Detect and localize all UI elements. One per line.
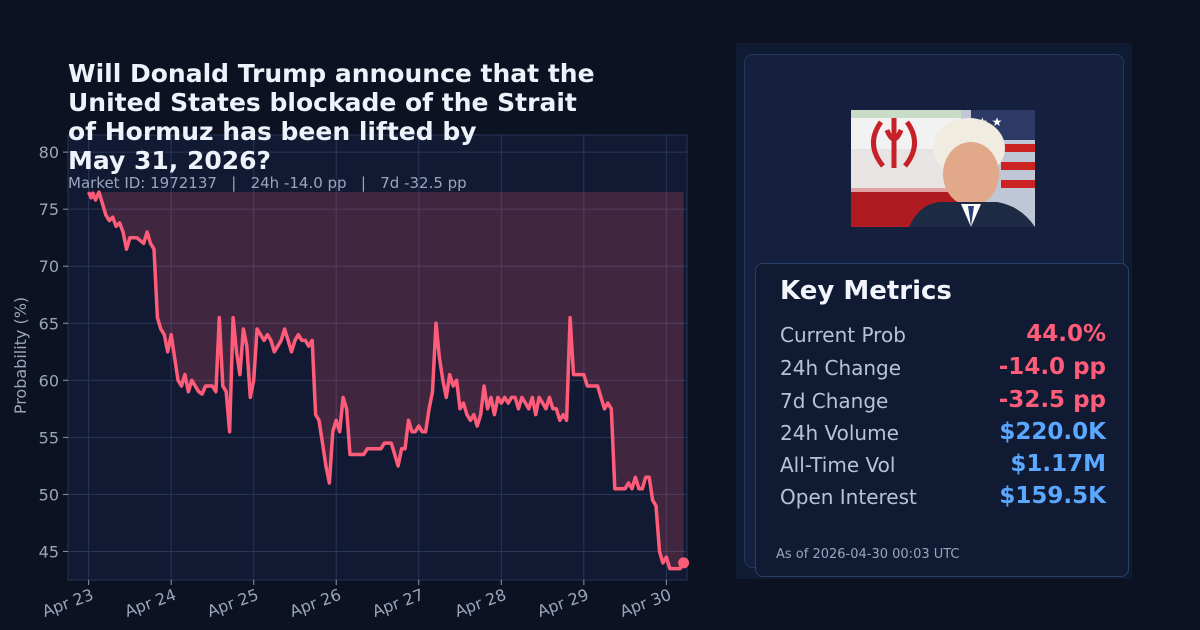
- key-metrics-card: Key Metrics Current Prob 44.0% 24h Change -…: [755, 263, 1129, 577]
- y-tick-label: 55: [39, 428, 59, 447]
- x-tick-label: Apr 26: [287, 585, 343, 621]
- grid-lines: [68, 135, 687, 580]
- market-image: ★ ★: [851, 110, 1035, 227]
- metric-row: All-Time Vol $1.17M: [780, 451, 1106, 483]
- page-title: Will Donald Trump announce that the Unit…: [68, 59, 595, 175]
- metric-value: 44.0%: [1026, 321, 1106, 347]
- metric-value: $1.17M: [1010, 451, 1106, 477]
- last-point-marker: [678, 557, 690, 569]
- area-fill: [88, 192, 684, 569]
- info-card: ★ ★ Key Metrics Current Prob 44.0% 24h Cha…: [744, 54, 1129, 577]
- x-tick-label: Apr 24: [122, 585, 178, 621]
- metric-value: $159.5K: [999, 483, 1106, 509]
- metrics-title: Key Metrics: [780, 276, 952, 306]
- metric-row: 24h Change -14.0 pp: [780, 354, 1106, 386]
- y-tick-label: 60: [39, 371, 59, 390]
- side-panel: ★ ★ Key Metrics Current Prob 44.0% 24h Cha…: [736, 43, 1132, 579]
- metric-label: All-Time Vol: [780, 453, 896, 477]
- x-tick-label: Apr 29: [535, 585, 591, 621]
- metric-label: 24h Volume: [780, 421, 899, 445]
- metric-row: Open Interest $159.5K: [780, 483, 1106, 515]
- metric-value: -32.5 pp: [998, 387, 1106, 413]
- series-line: [87, 190, 686, 571]
- metric-row: 7d Change -32.5 pp: [780, 387, 1106, 419]
- metric-label: Current Prob: [780, 323, 906, 347]
- metric-row: Current Prob 44.0%: [780, 321, 1106, 353]
- x-tick-label: Apr 28: [452, 585, 508, 621]
- y-tick-label: 75: [39, 200, 59, 219]
- y-tick-label: 70: [39, 257, 59, 276]
- y-tick-label: 80: [39, 143, 59, 162]
- y-tick-label: 65: [39, 314, 59, 333]
- x-tick-label: Apr 30: [617, 585, 673, 621]
- y-tick-label: 45: [39, 542, 59, 561]
- market-subline: Market ID: 1972137 | 24h -14.0 pp | 7d -…: [68, 174, 467, 192]
- metric-row: 24h Volume $220.0K: [780, 419, 1106, 451]
- y-axis-label: Probability (%): [11, 297, 30, 414]
- metric-label: Open Interest: [780, 485, 917, 509]
- x-tick-label: Apr 27: [370, 585, 426, 621]
- x-tick-label: Apr 25: [205, 585, 261, 621]
- metric-label: 7d Change: [780, 389, 889, 413]
- x-tick-label: Apr 23: [40, 585, 96, 621]
- metric-value: -14.0 pp: [998, 354, 1106, 380]
- as-of-timestamp: As of 2026-04-30 00:03 UTC: [776, 547, 960, 562]
- y-tick-label: 50: [39, 485, 59, 504]
- metric-label: 24h Change: [780, 356, 902, 380]
- probability-chart: 45 50 55 60 65 70 75 80 Apr 23 Apr 24 Apr 25 Apr 26…: [11, 134, 690, 621]
- metric-value: $220.0K: [999, 419, 1106, 445]
